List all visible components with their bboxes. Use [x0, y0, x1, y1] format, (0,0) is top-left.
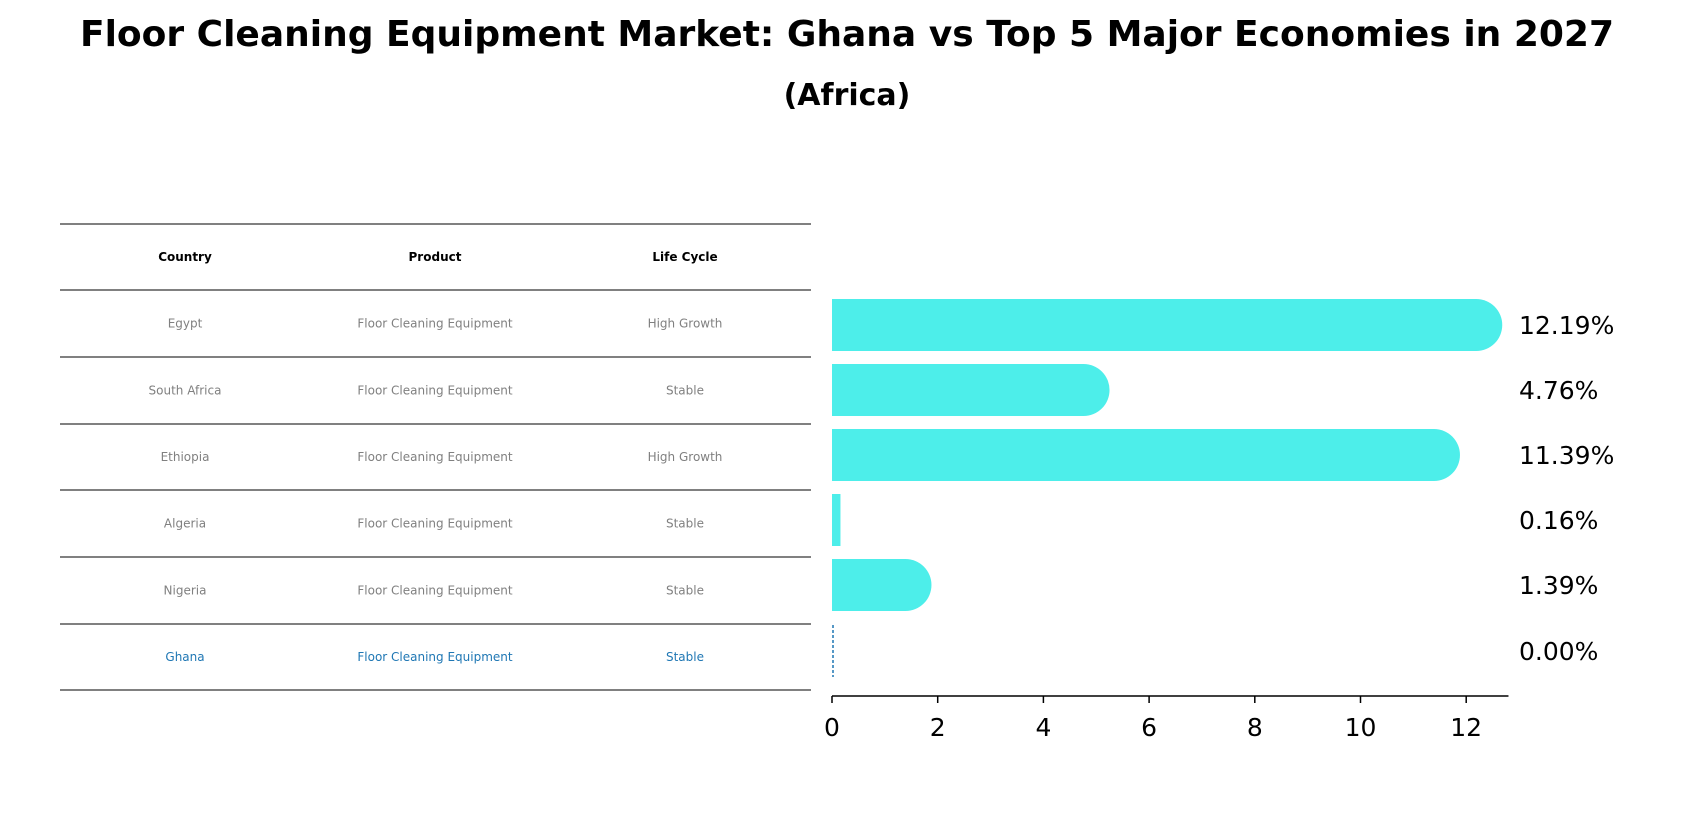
bar-2 [832, 429, 1460, 481]
bar-1 [832, 364, 1110, 416]
table-cell-r1-c1: Floor Cleaning Equipment [357, 384, 513, 398]
table-header-1: Product [409, 250, 462, 264]
x-tick-label-3: 6 [1141, 713, 1157, 742]
bar-3 [832, 494, 841, 546]
table-header-2: Life Cycle [652, 250, 717, 264]
table-cell-r0-c0: Egypt [168, 317, 203, 331]
bar-4 [832, 559, 932, 611]
table-cell-r4-c2: Stable [666, 584, 704, 598]
x-tick-label-6: 12 [1450, 713, 1482, 742]
table-cell-r3-c2: Stable [666, 517, 704, 531]
table-cell-r1-c2: Stable [666, 384, 704, 398]
table-cell-r0-c2: High Growth [648, 317, 723, 331]
x-tick-label-1: 2 [930, 713, 946, 742]
table-cell-r3-c0: Algeria [164, 517, 206, 531]
bar-0 [832, 299, 1503, 351]
bar-value-label-1: 4.76% [1519, 376, 1598, 405]
chart-title: Floor Cleaning Equipment Market: Ghana v… [79, 14, 1615, 55]
bar-value-label-4: 1.39% [1519, 571, 1598, 600]
x-tick-label-0: 0 [824, 713, 840, 742]
table-header-0: Country [158, 250, 212, 264]
bar-value-label-3: 0.16% [1519, 506, 1598, 535]
table-cell-r0-c1: Floor Cleaning Equipment [357, 317, 513, 331]
chart-subtitle: (Africa) [783, 78, 911, 113]
table-cell-r5-c1: Floor Cleaning Equipment [357, 650, 513, 664]
x-tick-label-5: 10 [1345, 713, 1377, 742]
table-cell-r2-c0: Ethiopia [161, 450, 210, 464]
bar-value-label-2: 11.39% [1519, 441, 1614, 470]
x-tick-label-4: 8 [1247, 713, 1263, 742]
table-cell-r3-c1: Floor Cleaning Equipment [357, 517, 513, 531]
x-tick-label-2: 4 [1035, 713, 1051, 742]
table-cell-r5-c2: Stable [666, 650, 704, 664]
table-cell-r5-c0: Ghana [165, 650, 204, 664]
table-cell-r4-c1: Floor Cleaning Equipment [357, 584, 513, 598]
table-cell-r2-c2: High Growth [648, 450, 723, 464]
bar-value-label-5: 0.00% [1519, 637, 1598, 666]
table-cell-r4-c0: Nigeria [164, 584, 207, 598]
bar-value-label-0: 12.19% [1519, 311, 1614, 340]
table-cell-r2-c1: Floor Cleaning Equipment [357, 450, 513, 464]
table-cell-r1-c0: South Africa [149, 384, 222, 398]
